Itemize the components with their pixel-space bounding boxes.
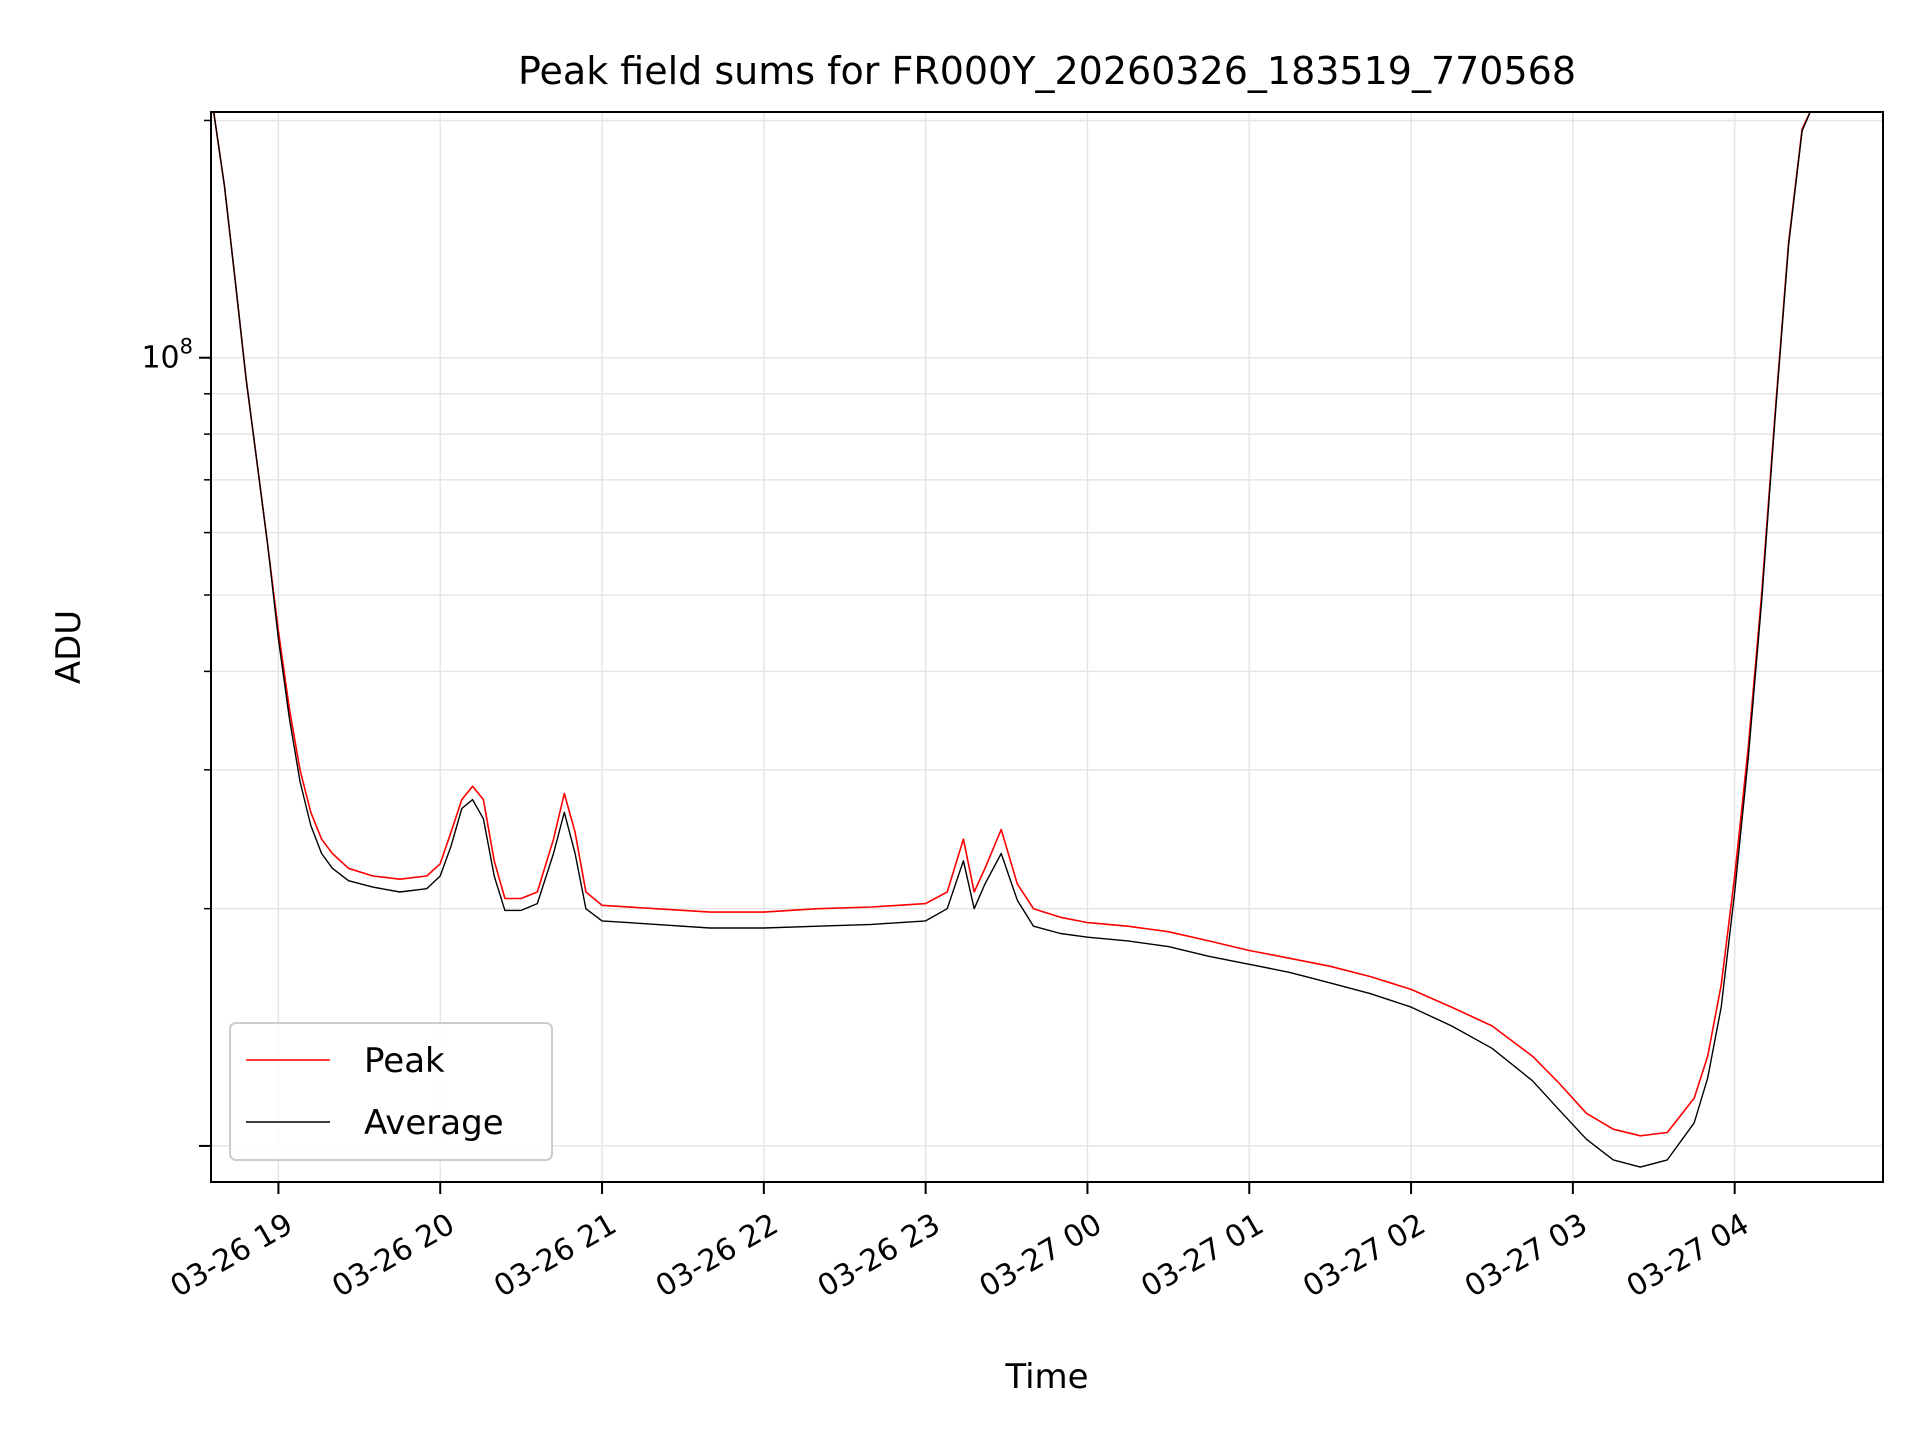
grid: [211, 112, 1883, 1182]
legend-peak-label: Peak: [364, 1041, 445, 1081]
legend: Peak Average: [229, 1022, 553, 1161]
y-tick-label: 108: [141, 335, 193, 376]
y-axis-label: ADU: [49, 610, 89, 684]
y-tick-exponent: 8: [180, 335, 193, 359]
chart-title: Peak field sums for FR000Y_20260326_1835…: [518, 49, 1576, 93]
series-line-average: [213, 112, 1851, 1168]
plot-frame: [210, 111, 1884, 1183]
series-layer: [212, 112, 1851, 1168]
legend-average-label: Average: [364, 1103, 504, 1143]
legend-box: [229, 1022, 553, 1161]
y-tick-base: 10: [141, 341, 179, 376]
x-axis-label: Time: [1004, 1357, 1088, 1397]
series-line-peak: [212, 112, 1851, 1137]
